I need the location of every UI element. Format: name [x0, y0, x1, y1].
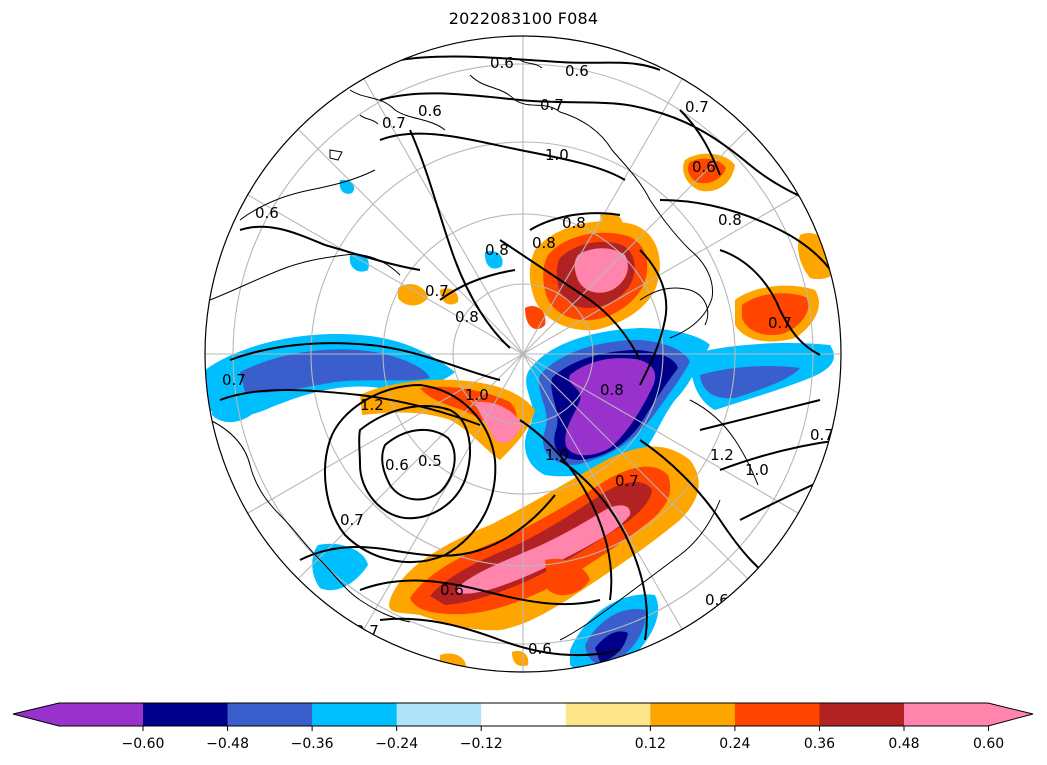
- contour-label: 1.2: [710, 446, 734, 464]
- colorbar-tick-label: 0.36: [804, 736, 835, 752]
- colorbar-bin: [396, 703, 482, 726]
- contour-label: 0.8: [485, 241, 509, 259]
- colorbar-bin: [227, 703, 313, 726]
- contour-label: 0.5: [418, 452, 442, 470]
- contour-label: 1.0: [545, 146, 569, 164]
- contour-label: 0.7: [810, 426, 834, 444]
- colorbar-tick-label: −0.48: [206, 736, 249, 752]
- contour-label: 0.6: [692, 158, 716, 176]
- colorbar-tick-label: −0.60: [122, 736, 165, 752]
- colorbar-bin: [312, 703, 398, 726]
- contour-label: 0.7: [222, 371, 246, 389]
- contour-label: 0.8: [455, 308, 479, 326]
- colorbar-ticks: −0.60 −0.48 −0.36 −0.24 −0.12 0.12 0.24 0.36 0.4…: [122, 726, 1004, 752]
- colorbar-extend-left: [13, 703, 143, 726]
- map-boundary: [204, 35, 842, 673]
- contour-label: 0.6: [565, 62, 589, 80]
- contour-label: 0.6: [440, 581, 464, 599]
- contour-label: 0.7: [382, 114, 406, 132]
- contour-labels: 0.6 0.6 0.7 0.7 0.6 1.0 0.7 0.6 0.8 0.8 …: [222, 54, 834, 658]
- colorbar-bins: [143, 703, 905, 726]
- contour-label: 0.8: [718, 211, 742, 229]
- colorbar-tick-label: 0.60: [973, 736, 1004, 752]
- colorbar-bin: [481, 703, 567, 726]
- colorbar-tick-label: −0.24: [375, 736, 418, 752]
- colorbar-tick-label: −0.36: [291, 736, 334, 752]
- colorbar-outline: [12, 702, 1034, 727]
- contour-label: 0.7: [340, 511, 364, 529]
- colorbar-tick-label: −0.12: [460, 736, 503, 752]
- colorbar-extend-right: [904, 703, 1033, 726]
- colorbar-tick-label: 0.12: [635, 736, 666, 752]
- contour-label: 1.0: [465, 386, 489, 404]
- graticule: [205, 36, 841, 672]
- contour-label: 0.8: [562, 214, 586, 232]
- contour-label: 1.2: [360, 396, 384, 414]
- contour-lines: [219, 55, 841, 657]
- colorbar: −0.60 −0.48 −0.36 −0.24 −0.12 0.12 0.24 0.36 0.4…: [12, 702, 1034, 752]
- contour-label: 0.8: [532, 234, 556, 252]
- colorbar-bin: [650, 703, 736, 726]
- contour-label: 1.0: [545, 446, 569, 464]
- contour-label: 0.6: [418, 102, 442, 120]
- contour-label: 0.6: [528, 640, 552, 658]
- contour-label: 0.6: [385, 456, 409, 474]
- contour-label: 0.7: [615, 472, 639, 490]
- contour-label: 0.7: [685, 98, 709, 116]
- map-title: 2022083100 F084: [448, 9, 599, 28]
- colorbar-bin: [565, 703, 651, 726]
- contour-label: 1.0: [745, 461, 769, 479]
- contour-label: 0.6: [255, 204, 279, 222]
- colorbar-bin: [734, 703, 820, 726]
- colorbar-bin: [819, 703, 905, 726]
- map-area: 0.6 0.6 0.7 0.7 0.6 1.0 0.7 0.6 0.8 0.8 …: [205, 36, 841, 672]
- colorbar-bin: [143, 703, 229, 726]
- contour-label: 0.7: [768, 314, 792, 332]
- coastlines: [209, 59, 759, 641]
- colorbar-tick-label: 0.24: [719, 736, 750, 752]
- contour-label: 0.7: [425, 282, 449, 300]
- contour-label: 0.6: [490, 54, 514, 72]
- contour-label: 0.7: [540, 96, 564, 114]
- contour-label: 0.8: [600, 381, 624, 399]
- colorbar-tick-label: 0.48: [888, 736, 919, 752]
